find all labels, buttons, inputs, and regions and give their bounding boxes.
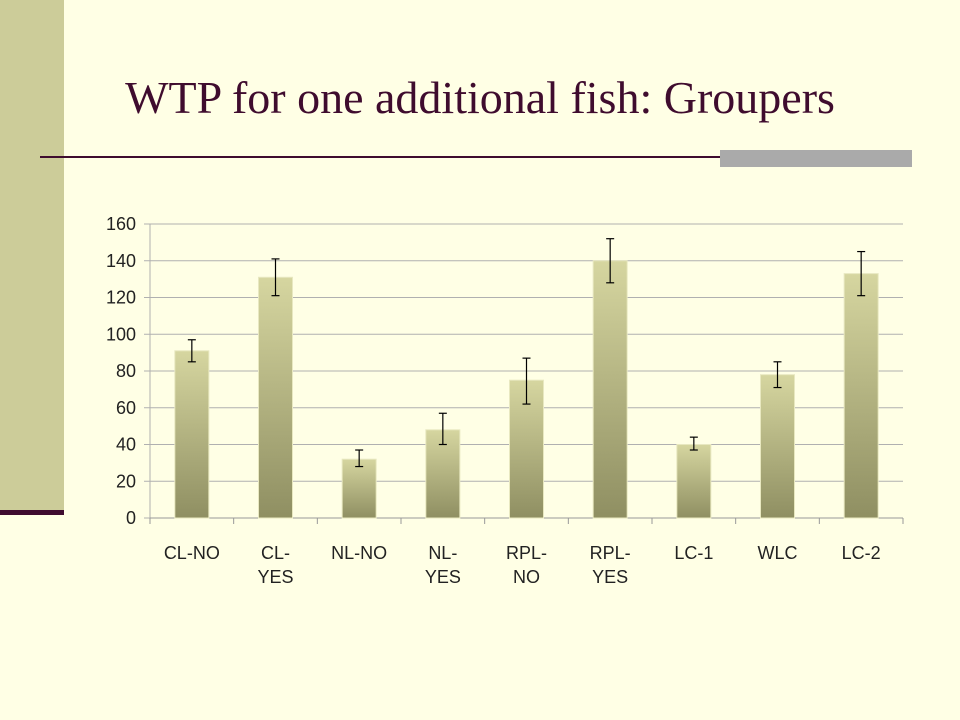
- title-accent-block: [720, 150, 912, 167]
- x-category-label: LC-2: [842, 543, 881, 563]
- x-category-label: YES: [425, 567, 461, 587]
- bar: [760, 374, 795, 519]
- x-category-label: RPL-: [590, 543, 631, 563]
- x-category-label: RPL-: [506, 543, 547, 563]
- y-tick-label: 140: [106, 251, 136, 271]
- x-category-label: LC-1: [674, 543, 713, 563]
- x-category-label: YES: [592, 567, 628, 587]
- bar: [341, 458, 377, 519]
- x-category-label: CL-: [261, 543, 290, 563]
- x-category-label: NL-NO: [331, 543, 387, 563]
- x-category-label: NL-: [428, 543, 457, 563]
- y-tick-label: 60: [116, 398, 136, 418]
- y-tick-label: 160: [106, 214, 136, 234]
- x-category-label: CL-NO: [164, 543, 220, 563]
- y-tick-label: 120: [106, 288, 136, 308]
- y-tick-label: 20: [116, 471, 136, 491]
- bar: [258, 276, 293, 519]
- y-tick-label: 100: [106, 324, 136, 344]
- side-accent-line: [0, 510, 64, 515]
- side-decor-bar: [0, 0, 64, 512]
- slide-title: WTP for one additional fish: Groupers: [125, 72, 835, 123]
- bar: [676, 444, 712, 519]
- x-category-label: YES: [257, 567, 293, 587]
- title-underline: [40, 156, 912, 158]
- y-tick-label: 80: [116, 361, 136, 381]
- x-category-label: WLC: [758, 543, 798, 563]
- x-category-label: NO: [513, 567, 540, 587]
- y-tick-label: 40: [116, 435, 136, 455]
- bar: [843, 273, 879, 519]
- y-tick-label: 0: [126, 508, 136, 528]
- bar: [174, 350, 210, 519]
- bar: [592, 260, 628, 519]
